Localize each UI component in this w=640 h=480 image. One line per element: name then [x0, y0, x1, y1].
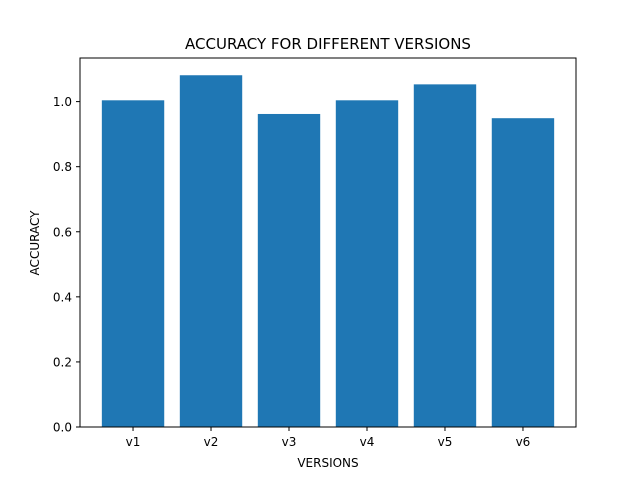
x-tick-label-v4: v4 [360, 435, 375, 449]
bar-v3 [257, 113, 321, 427]
y-tick-label-4: 0.8 [53, 160, 72, 174]
x-tick-label-v2: v2 [204, 435, 219, 449]
x-tick-label-v5: v5 [438, 435, 453, 449]
y-tick-label-2: 0.4 [53, 290, 72, 304]
x-axis-ticks: v1 v2 v3 v4 v5 v6 [126, 427, 531, 449]
x-tick-label-v3: v3 [282, 435, 297, 449]
bar-v2 [179, 75, 243, 427]
y-tick-label-0: 0.0 [53, 421, 72, 435]
y-axis-label: ACCURACY [28, 210, 42, 276]
bar-v5 [413, 84, 477, 428]
axes-frame [79, 57, 577, 428]
y-tick-label-3: 0.6 [53, 225, 72, 239]
y-tick-label-5: 1.0 [53, 95, 72, 109]
x-tick-label-v1: v1 [126, 435, 141, 449]
bars-layer [101, 75, 555, 428]
y-tick-label-1: 0.2 [53, 355, 72, 369]
y-axis-ticks: 0.0 0.2 0.4 0.6 0.8 1.0 [53, 95, 80, 435]
x-tick-label-v6: v6 [516, 435, 531, 449]
chart-title: ACCURACY FOR DIFFERENT VERSIONS [185, 35, 471, 53]
bar-v1 [101, 100, 165, 428]
x-axis-label: VERSIONS [297, 456, 358, 470]
bar-v4 [335, 100, 399, 428]
bar-v6 [491, 118, 555, 427]
